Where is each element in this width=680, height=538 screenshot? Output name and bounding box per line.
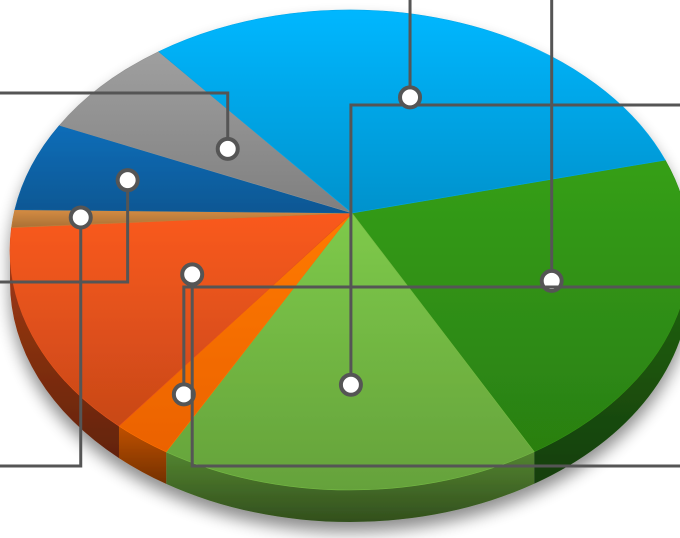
pie-slice-8[interactable] bbox=[158, 9, 666, 214]
leader-line-6 bbox=[0, 180, 130, 284]
pie-slice-6[interactable] bbox=[14, 125, 353, 214]
leader-line-5 bbox=[0, 217, 83, 468]
pie-slice-side-1 bbox=[534, 307, 680, 484]
pie-slice-side-2 bbox=[166, 451, 535, 523]
slice-marker-3 bbox=[171, 382, 196, 407]
leader-line-4 bbox=[190, 274, 680, 468]
slice-marker-8 bbox=[398, 85, 423, 110]
leader-line-3 bbox=[182, 285, 680, 395]
slice-marker-2 bbox=[338, 372, 363, 397]
pie-body bbox=[9, 9, 680, 523]
pie-slice-1[interactable] bbox=[351, 159, 680, 453]
slice-marker-7 bbox=[215, 136, 240, 161]
slice-marker-6 bbox=[115, 168, 140, 193]
leader-line-7 bbox=[0, 91, 230, 149]
pie-slice-side-4 bbox=[10, 250, 119, 459]
slice-marker-5 bbox=[68, 205, 93, 230]
pie-slice-4[interactable] bbox=[9, 212, 353, 427]
leader-line-2 bbox=[349, 103, 680, 385]
slice-marker-4 bbox=[180, 262, 205, 287]
pie-slice-side-3 bbox=[118, 426, 167, 484]
